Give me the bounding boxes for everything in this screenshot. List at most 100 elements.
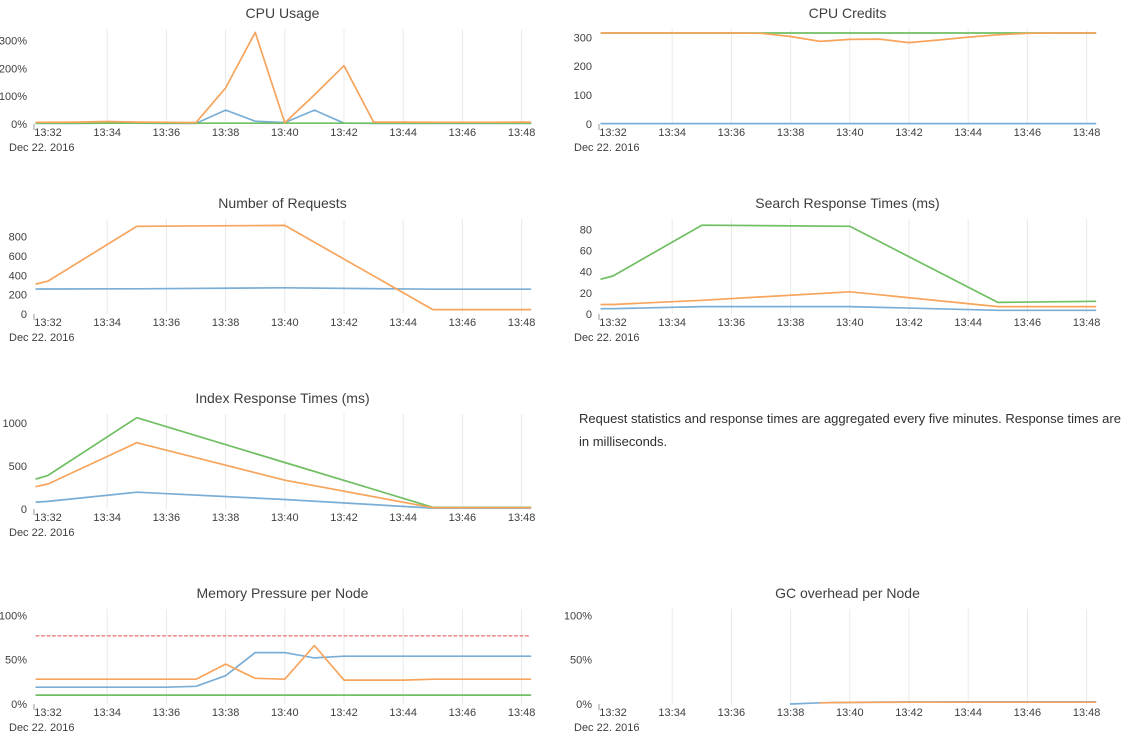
x-tick-label: 13:32	[34, 512, 62, 524]
chart-cpu-usage: CPU Usage 0% 100% 200% 300% 13:32 13:34 13:36 13…	[0, 0, 565, 168]
x-tick-label: 13:42	[330, 317, 358, 329]
x-tick-label: 13:48	[1073, 127, 1101, 139]
chart-canvas: 0% 50% 100% 13:32 13:34 13:36 13:38 13:40 13:42 1…	[565, 609, 1101, 734]
x-tick-label: 13:42	[895, 317, 923, 329]
y-tick-label: 200	[9, 290, 27, 302]
x-tick-label: 13:32	[599, 707, 627, 719]
y-tick-label: 0%	[576, 699, 592, 711]
date-label: Dec 22. 2016	[574, 332, 639, 344]
x-tick-label: 13:40	[271, 127, 299, 139]
y-tick-label: 20	[580, 288, 592, 300]
x-tick-label: 13:38	[212, 127, 240, 139]
x-tick-label: 13:34	[658, 127, 686, 139]
series-orange-line	[35, 644, 532, 681]
x-tick-label: 13:36	[153, 707, 181, 719]
chart-canvas: 0 100 200 300 13:32 13:34 13:36 13:38 13:40 13:42…	[574, 29, 1101, 154]
y-tick-label: 100%	[0, 91, 27, 103]
chart-index-response-times-ms: Index Response Times (ms) 0 500 1000 13:32 13…	[0, 385, 565, 553]
x-tick-label: 13:38	[212, 512, 240, 524]
chart-canvas: 0 20 40 60 80 13:32 13:34 13:36 13:38 13:40 13:42 1…	[574, 219, 1101, 344]
y-tick-label: 300	[574, 32, 592, 44]
x-tick-label: 13:48	[1073, 317, 1101, 329]
y-tick-label: 50%	[570, 655, 592, 667]
y-tick-label: 1000	[3, 418, 27, 430]
y-tick-label: 200	[574, 61, 592, 73]
y-tick-label: 60	[580, 246, 592, 258]
x-tick-label: 13:40	[271, 317, 299, 329]
series-green-line	[600, 224, 1097, 304]
x-tick-label: 13:40	[836, 317, 864, 329]
chart-number-of-requests: Number of Requests 0 200 400 600 800 13:32 13:3…	[0, 190, 565, 358]
x-tick-label: 13:36	[718, 127, 746, 139]
chart-canvas: 0 200 400 600 800 13:32 13:34 13:36 13:38 13:40 13…	[9, 219, 536, 344]
x-tick-label: 13:36	[718, 707, 746, 719]
x-tick-label: 13:46	[1014, 127, 1042, 139]
y-tick-label: 80	[580, 224, 592, 236]
x-tick-label: 13:46	[1014, 317, 1042, 329]
x-tick-label: 13:32	[599, 127, 627, 139]
y-tick-label: 300%	[0, 36, 27, 48]
x-tick-label: 13:32	[34, 707, 62, 719]
chart-title: GC overhead per Node	[775, 585, 920, 601]
y-tick-label: 0%	[11, 119, 27, 131]
x-tick-label: 13:42	[895, 707, 923, 719]
y-tick-label: 0	[586, 309, 592, 321]
x-tick-label: 13:38	[212, 317, 240, 329]
series-orange-line	[600, 290, 1097, 308]
x-tick-label: 13:48	[508, 707, 536, 719]
date-label: Dec 22. 2016	[9, 527, 74, 539]
chart-title: CPU Credits	[808, 5, 887, 21]
x-tick-label: 13:44	[954, 707, 982, 719]
x-tick-label: 13:46	[449, 512, 477, 524]
series-blue-line	[600, 305, 1097, 312]
x-tick-label: 13:34	[93, 317, 121, 329]
x-tick-label: 13:44	[954, 127, 982, 139]
y-tick-label: 40	[580, 267, 592, 279]
chart-gc-overhead-per-node: GC overhead per Node 0% 50% 100% 13:32 13:34 1…	[565, 580, 1130, 741]
x-tick-label: 13:38	[777, 707, 805, 719]
x-tick-label: 13:38	[777, 317, 805, 329]
chart-title: Search Response Times (ms)	[755, 195, 940, 211]
x-tick-label: 13:40	[271, 707, 299, 719]
x-tick-label: 13:40	[271, 512, 299, 524]
series-orange-line	[819, 701, 1097, 704]
y-tick-label: 100%	[0, 610, 27, 622]
y-tick-label: 800	[9, 232, 27, 244]
x-tick-label: 13:46	[449, 317, 477, 329]
chart-memory-pressure-per-node: Memory Pressure per Node 0% 50% 100% 13:32 13…	[0, 580, 565, 741]
y-tick-label: 50%	[5, 655, 27, 667]
x-tick-label: 13:44	[954, 317, 982, 329]
series-orange-line	[35, 441, 532, 509]
chart-canvas: 0 500 1000 13:32 13:34 13:36 13:38 13:40 13:42 13…	[3, 414, 536, 539]
x-tick-label: 13:44	[389, 127, 417, 139]
y-tick-label: 0	[21, 504, 27, 516]
chart-search-response-times-ms: Search Response Times (ms) 0 20 40 60 80 13:32…	[565, 190, 1130, 358]
x-tick-label: 13:44	[389, 512, 417, 524]
x-tick-label: 13:36	[153, 512, 181, 524]
y-tick-label: 200%	[0, 63, 27, 75]
x-tick-label: 13:48	[508, 127, 536, 139]
x-tick-label: 13:40	[836, 127, 864, 139]
x-tick-label: 13:42	[330, 127, 358, 139]
x-tick-label: 13:32	[34, 127, 62, 139]
x-tick-label: 13:38	[777, 127, 805, 139]
x-tick-label: 13:36	[153, 127, 181, 139]
y-tick-label: 400	[9, 270, 27, 282]
chart-cpu-credits: CPU Credits 0 100 200 300 13:32 13:34 13:36 13:3…	[565, 0, 1130, 168]
chart-canvas: 0% 100% 200% 300% 13:32 13:34 13:36 13:38 13:40 1…	[0, 29, 536, 154]
chart-title: Number of Requests	[218, 195, 347, 211]
y-tick-label: 0	[586, 119, 592, 131]
x-tick-label: 13:42	[330, 707, 358, 719]
x-tick-label: 13:48	[1073, 707, 1101, 719]
x-tick-label: 13:48	[508, 512, 536, 524]
x-tick-label: 13:48	[508, 317, 536, 329]
x-tick-label: 13:34	[658, 707, 686, 719]
x-tick-label: 13:46	[1014, 707, 1042, 719]
date-label: Dec 22. 2016	[9, 722, 74, 734]
y-tick-label: 100	[574, 90, 592, 102]
x-tick-label: 13:32	[34, 317, 62, 329]
date-label: Dec 22. 2016	[9, 142, 74, 154]
x-tick-label: 13:42	[895, 127, 923, 139]
x-tick-label: 13:34	[93, 707, 121, 719]
